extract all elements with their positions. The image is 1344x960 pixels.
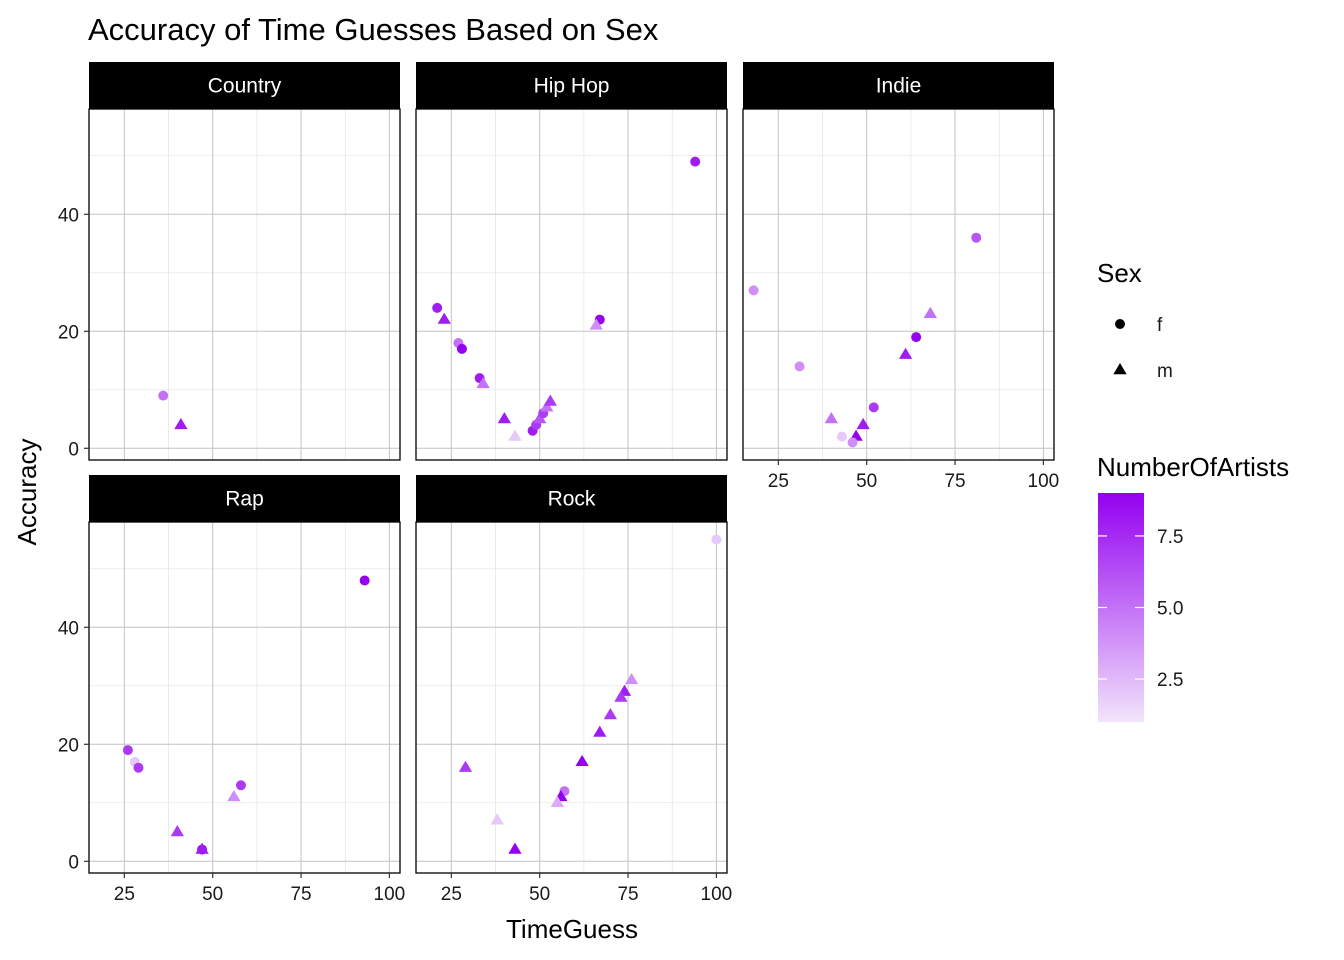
y-tick-label: 40	[58, 205, 79, 226]
facet-strip-label: Country	[208, 75, 282, 98]
x-tick-label: 75	[944, 471, 965, 492]
panel-border	[742, 108, 1055, 461]
panel-border	[415, 108, 728, 461]
y-tick-label: 20	[58, 735, 79, 756]
sex-legend-label: f	[1157, 315, 1163, 336]
data-point-m	[540, 400, 554, 412]
data-point-f	[971, 232, 982, 243]
data-point-m	[508, 842, 522, 854]
x-tick-label: 75	[617, 884, 638, 905]
facet-strip	[416, 62, 727, 109]
data-point-f	[748, 285, 759, 296]
x-tick-label: 25	[768, 471, 789, 492]
panel-background	[89, 109, 400, 460]
data-point-m	[624, 672, 639, 685]
y-axis-title: Accuracy	[12, 439, 42, 546]
data-point-f	[158, 390, 169, 401]
sex-legend-label: m	[1157, 361, 1173, 382]
x-tick-label: 100	[1028, 471, 1060, 492]
data-point-m	[824, 412, 839, 424]
data-point-f	[456, 343, 467, 354]
data-point-m	[575, 754, 589, 767]
facet-strip-label: Rock	[548, 488, 596, 511]
data-point-f	[432, 302, 443, 313]
data-point-m	[614, 690, 628, 702]
data-point-f	[836, 431, 847, 442]
y-tick-label: 0	[68, 439, 79, 460]
x-tick-label: 25	[114, 884, 135, 905]
data-point-m	[195, 842, 209, 854]
facet-rap: Rap 0 20 40 25 50 75 100	[58, 475, 405, 905]
x-tick-label: 50	[202, 884, 223, 905]
facet-strip	[743, 62, 1054, 109]
x-tick-label: 75	[290, 884, 311, 905]
facet-strip-label: Indie	[876, 75, 922, 98]
data-point-m	[856, 417, 870, 430]
facet-strip	[89, 62, 400, 109]
data-point-m	[227, 789, 241, 802]
data-point-m	[490, 813, 504, 825]
panel-background	[89, 522, 400, 873]
data-point-f	[868, 402, 879, 413]
data-point-m	[603, 708, 618, 720]
panel-background	[416, 109, 727, 460]
legend: Sex f m NumberOfArtists 2.5 5.0 7.5	[1097, 258, 1289, 722]
facet-strip-label: Hip Hop	[534, 75, 610, 98]
data-point-f	[133, 762, 144, 773]
panel-background	[743, 109, 1054, 460]
panel-border	[88, 108, 401, 461]
x-axis-title: TimeGuess	[506, 914, 638, 944]
y-tick-label: 20	[58, 322, 79, 343]
data-point-m	[589, 318, 603, 330]
data-point-m	[550, 795, 565, 807]
x-tick-label: 100	[701, 884, 733, 905]
colorbar-label: 5.0	[1157, 599, 1183, 620]
x-tick-label: 50	[856, 471, 877, 492]
data-point-m	[174, 417, 188, 430]
data-point-f	[690, 156, 701, 167]
facet-indie: Indie 25 50 75 100	[742, 62, 1060, 492]
panel-border	[88, 521, 401, 874]
color-legend-title: NumberOfArtists	[1097, 452, 1289, 482]
x-tick-label: 50	[529, 884, 550, 905]
sex-legend-title: Sex	[1097, 258, 1142, 288]
facet-hip-hop: Hip Hop	[415, 62, 728, 461]
legend-key-triangle	[1113, 363, 1127, 375]
data-point-f	[122, 745, 133, 756]
data-point-f	[911, 332, 922, 343]
data-point-m	[497, 412, 512, 424]
facet-strip-label: Rap	[225, 488, 264, 511]
x-tick-label: 25	[441, 884, 462, 905]
data-point-f	[235, 780, 246, 791]
facet-panels: Country 0 20 40 Hip Hop Indie 25 50 75 100 Rap 0 20 4…	[58, 62, 1059, 905]
panel-border	[415, 521, 728, 874]
colorbar-label: 7.5	[1157, 527, 1183, 548]
data-point-m	[593, 725, 607, 737]
data-point-m	[476, 376, 490, 389]
data-point-m	[437, 312, 451, 324]
panel-background	[416, 522, 727, 873]
y-tick-label: 40	[58, 618, 79, 639]
data-point-f	[794, 361, 805, 372]
data-point-m	[170, 825, 185, 837]
colorbar-label: 2.5	[1157, 670, 1183, 691]
data-point-m	[533, 412, 547, 424]
y-tick-label: 0	[68, 852, 79, 873]
data-point-m	[458, 760, 473, 772]
facet-strip	[89, 475, 400, 522]
facet-rock: Rock 25 50 75 100	[415, 475, 733, 905]
x-tick-label: 100	[374, 884, 406, 905]
data-point-f	[711, 534, 722, 545]
data-point-f	[847, 437, 858, 448]
facet-strip	[416, 475, 727, 522]
data-point-m	[898, 347, 913, 359]
data-point-m	[543, 394, 557, 406]
facet-country: Country 0 20 40	[58, 62, 401, 461]
legend-key-circle	[1115, 319, 1125, 329]
data-point-f	[359, 575, 370, 586]
chart-title: Accuracy of Time Guesses Based on Sex	[88, 12, 659, 47]
data-point-m	[508, 429, 522, 441]
data-point-m	[923, 306, 937, 318]
